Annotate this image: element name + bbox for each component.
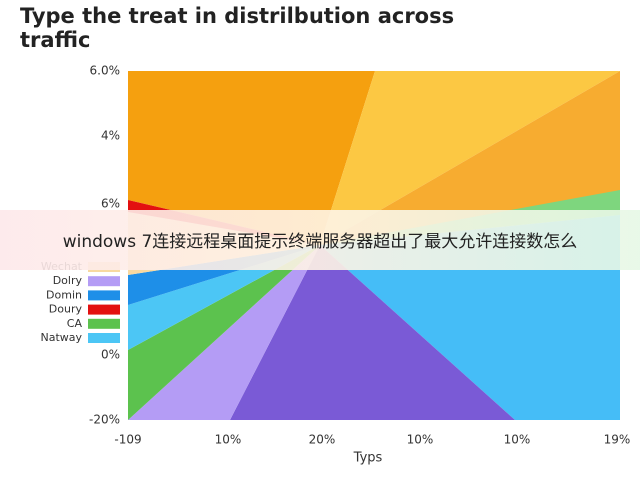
legend-swatch	[88, 333, 120, 343]
legend-label: Domin	[46, 288, 82, 301]
legend-label: Natway	[40, 331, 82, 344]
plot-area	[128, 71, 620, 420]
legend-swatch	[88, 318, 120, 329]
chart-title: traffic	[20, 28, 90, 52]
y-tick-label: 4%	[101, 129, 120, 143]
legend-swatch	[88, 304, 120, 315]
x-tick-label: 10%	[215, 433, 242, 447]
wedge	[230, 245, 515, 420]
wedge	[128, 245, 320, 420]
banner	[0, 210, 640, 270]
legend-swatch	[88, 276, 120, 287]
wedge	[128, 245, 320, 350]
y-axis: 6.0% 4% 6% 0% -20%	[89, 64, 120, 427]
y-tick-label: 0%	[101, 348, 120, 362]
x-tick-label: 10%	[504, 433, 531, 447]
legend-swatch	[88, 290, 120, 301]
legend-label: Doury	[49, 303, 83, 316]
x-tick-label: 20%	[309, 433, 336, 447]
y-tick-label: -20%	[89, 413, 120, 427]
banner-text: windows 7连接远程桌面提示终端服务器超出了最大允许连接数怎么	[63, 232, 578, 252]
chart-title: Type the treat in distrilbution across	[20, 4, 454, 28]
x-tick-label: -109	[114, 433, 141, 447]
y-tick-label: 6.0%	[90, 64, 121, 78]
y-tick-label: 6%	[101, 197, 120, 211]
wedge	[320, 71, 620, 245]
x-axis-title: Typs	[353, 451, 383, 466]
x-axis: -109 10% 20% 10% 10% 19%	[114, 433, 630, 447]
wedge	[128, 71, 375, 245]
x-tick-label: 10%	[407, 433, 434, 447]
legend-label: Dolry	[53, 274, 83, 287]
x-tick-label: 19%	[604, 433, 631, 447]
legend-label: CA	[67, 317, 83, 330]
